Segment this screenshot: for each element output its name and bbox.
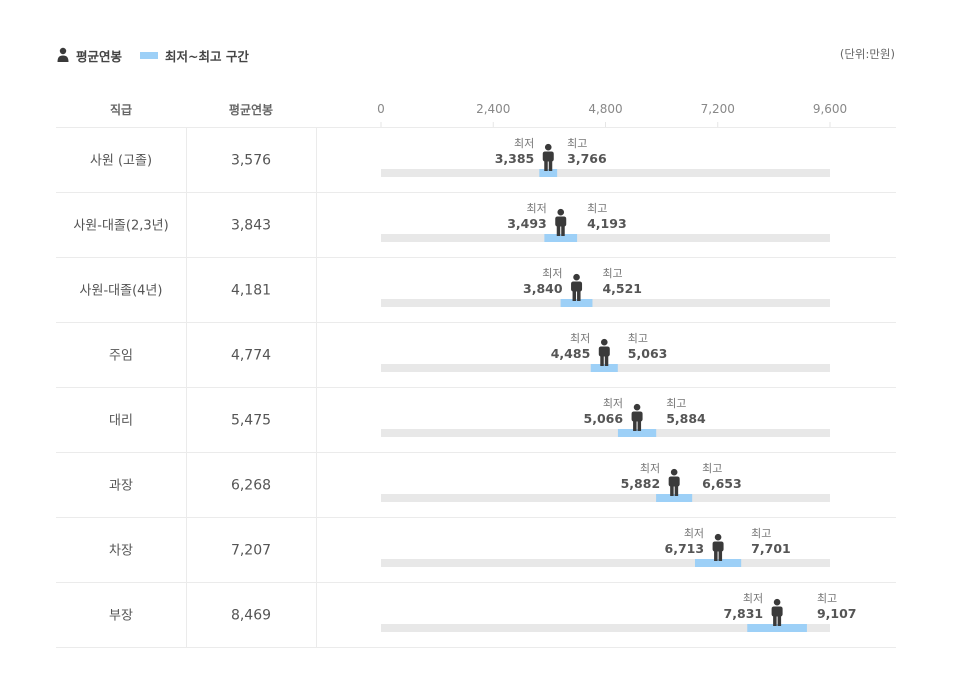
max-caption: 최고 <box>628 332 648 345</box>
min-caption: 최저 <box>684 527 704 540</box>
average-value: 3,576 <box>231 153 271 169</box>
average-value: 8,469 <box>231 608 271 624</box>
x-tick-label: 4,800 <box>588 102 622 116</box>
average-person-marker <box>571 273 583 301</box>
range-track <box>381 234 830 242</box>
range-track <box>381 559 830 567</box>
legend-range-label: 최저~최고 구간 <box>165 48 249 64</box>
average-person-marker <box>631 403 643 431</box>
min-caption: 최저 <box>570 332 590 345</box>
x-tick-label: 7,200 <box>701 102 735 116</box>
min-caption: 최저 <box>743 592 763 605</box>
average-value: 3,843 <box>231 218 271 234</box>
range-track <box>381 429 830 437</box>
x-tick-label: 0 <box>377 102 385 116</box>
max-value: 5,884 <box>666 411 706 426</box>
unit-label: (단위:만원) <box>839 47 895 61</box>
average-person-marker <box>555 208 567 236</box>
max-value: 7,701 <box>751 541 791 556</box>
max-caption: 최고 <box>666 397 686 410</box>
range-bar <box>544 234 578 242</box>
rank-label: 부장 <box>109 609 133 624</box>
range-bar <box>747 624 807 632</box>
header-average: 평균연봉 <box>228 103 274 117</box>
header-rank: 직급 <box>109 103 133 117</box>
person-icon <box>57 47 69 62</box>
max-value: 9,107 <box>817 606 857 621</box>
rank-label: 과장 <box>109 479 133 494</box>
min-caption: 최저 <box>542 267 562 280</box>
min-value: 3,385 <box>495 151 535 166</box>
average-value: 5,475 <box>231 413 271 429</box>
min-caption: 최저 <box>514 137 534 150</box>
range-bar <box>694 559 742 567</box>
range-track <box>381 299 830 307</box>
max-caption: 최고 <box>702 462 722 475</box>
min-value: 6,713 <box>665 541 705 556</box>
average-person-marker <box>771 598 783 626</box>
rank-label: 사원 (고졸) <box>90 154 152 169</box>
range-bar <box>617 429 657 437</box>
average-person-marker <box>598 338 610 366</box>
average-person-marker <box>542 143 554 171</box>
max-value: 5,063 <box>628 346 668 361</box>
x-tick-label: 9,600 <box>813 102 847 116</box>
average-person-marker <box>712 533 724 561</box>
range-track <box>381 624 830 632</box>
min-value: 7,831 <box>724 606 764 621</box>
average-value: 7,207 <box>231 543 271 559</box>
min-value: 5,882 <box>621 476 661 491</box>
min-caption: 최저 <box>603 397 623 410</box>
range-bar <box>590 364 618 372</box>
range-bar <box>539 169 558 177</box>
range-bar <box>560 299 593 307</box>
range-track <box>381 169 830 177</box>
rank-label: 사원-대졸(2,3년) <box>73 219 168 234</box>
rank-label: 주임 <box>109 349 133 364</box>
chart-legend: 평균연봉 최저~최고 구간 <box>56 45 249 65</box>
max-caption: 최고 <box>587 202 607 215</box>
max-value: 4,521 <box>602 281 642 296</box>
max-caption: 최고 <box>817 592 837 605</box>
max-value: 3,766 <box>567 151 607 166</box>
max-value: 4,193 <box>587 216 627 231</box>
min-caption: 최저 <box>640 462 660 475</box>
min-value: 5,066 <box>584 411 624 426</box>
max-caption: 최고 <box>567 137 587 150</box>
min-value: 3,840 <box>523 281 563 296</box>
average-value: 4,774 <box>231 348 271 364</box>
average-person-marker <box>668 468 680 496</box>
legend-average-label: 평균연봉 <box>76 48 123 64</box>
average-value: 4,181 <box>231 283 271 299</box>
x-tick-label: 2,400 <box>476 102 510 116</box>
max-value: 6,653 <box>702 476 742 491</box>
range-track <box>381 494 830 502</box>
min-value: 3,493 <box>507 216 547 231</box>
min-caption: 최저 <box>526 202 546 215</box>
max-caption: 최고 <box>602 267 622 280</box>
range-bar <box>656 494 693 502</box>
legend-range-swatch <box>140 51 159 59</box>
rank-label: 대리 <box>109 414 133 429</box>
rank-label: 사원-대졸(4년) <box>80 284 163 299</box>
max-caption: 최고 <box>751 527 771 540</box>
rank-label: 차장 <box>109 544 133 559</box>
min-value: 4,485 <box>551 346 591 361</box>
average-value: 6,268 <box>231 478 271 494</box>
